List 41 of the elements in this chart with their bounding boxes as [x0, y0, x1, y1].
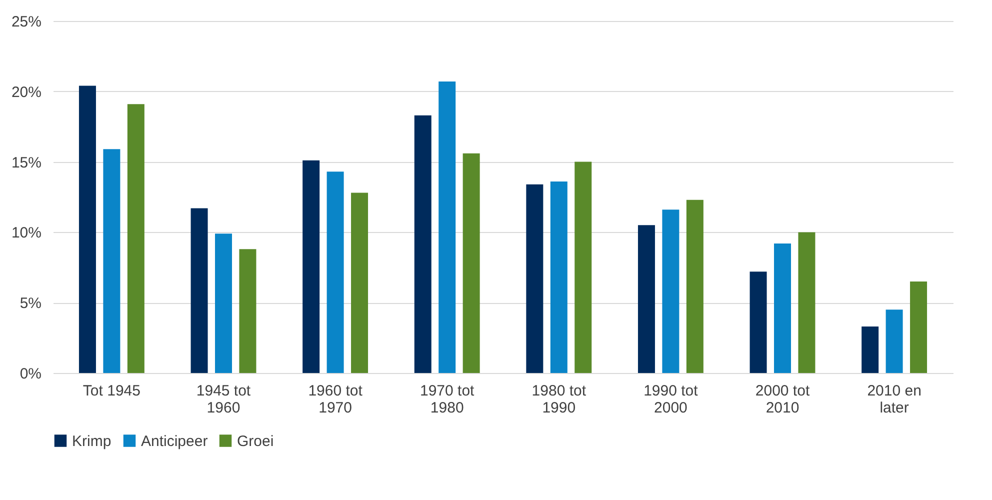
bar	[798, 232, 816, 373]
bar	[214, 234, 232, 373]
x-tick-label: 1980 tot 1990	[532, 382, 587, 416]
bar	[462, 153, 480, 373]
y-tick-label: 15%	[11, 154, 42, 172]
x-tick-label: 1970 tot 1980	[420, 382, 476, 416]
bar	[886, 310, 903, 373]
bar	[351, 192, 368, 373]
bar	[78, 86, 96, 373]
bar	[414, 115, 432, 373]
x-tick-label: Tot 1945	[82, 382, 140, 400]
bar	[103, 149, 120, 373]
bar	[910, 281, 928, 373]
y-tick-label: 10%	[11, 224, 42, 242]
y-tick-label: 25%	[11, 14, 42, 30]
bar	[190, 208, 208, 373]
x-tick-label: 1960 tot 1970	[308, 382, 364, 416]
x-tick-label: 1945 tot 1960	[196, 382, 252, 416]
bar	[326, 172, 344, 373]
legend-label: Anticipeer	[141, 432, 208, 450]
bar	[239, 249, 256, 373]
bar	[127, 104, 144, 373]
legend-label: Groei	[237, 432, 274, 450]
legend-label: Krimp	[72, 432, 112, 450]
y-tick-label: 0%	[20, 366, 42, 382]
x-tick-label: 2010 en later	[867, 382, 922, 416]
x-tick-label: 2000 tot 2010	[755, 382, 810, 416]
y-tick-label: 5%	[20, 295, 42, 312]
bar	[774, 243, 792, 373]
bar	[526, 184, 544, 373]
bar	[662, 210, 680, 373]
bar	[302, 160, 320, 373]
bar	[862, 326, 879, 373]
y-tick-label: 20%	[11, 84, 42, 101]
bar	[550, 182, 568, 373]
bar	[750, 272, 767, 373]
x-tick-label: 1990 tot 2000	[644, 382, 699, 416]
bar	[638, 225, 655, 373]
bar	[438, 82, 456, 373]
bar	[574, 162, 592, 373]
bar	[686, 200, 704, 373]
